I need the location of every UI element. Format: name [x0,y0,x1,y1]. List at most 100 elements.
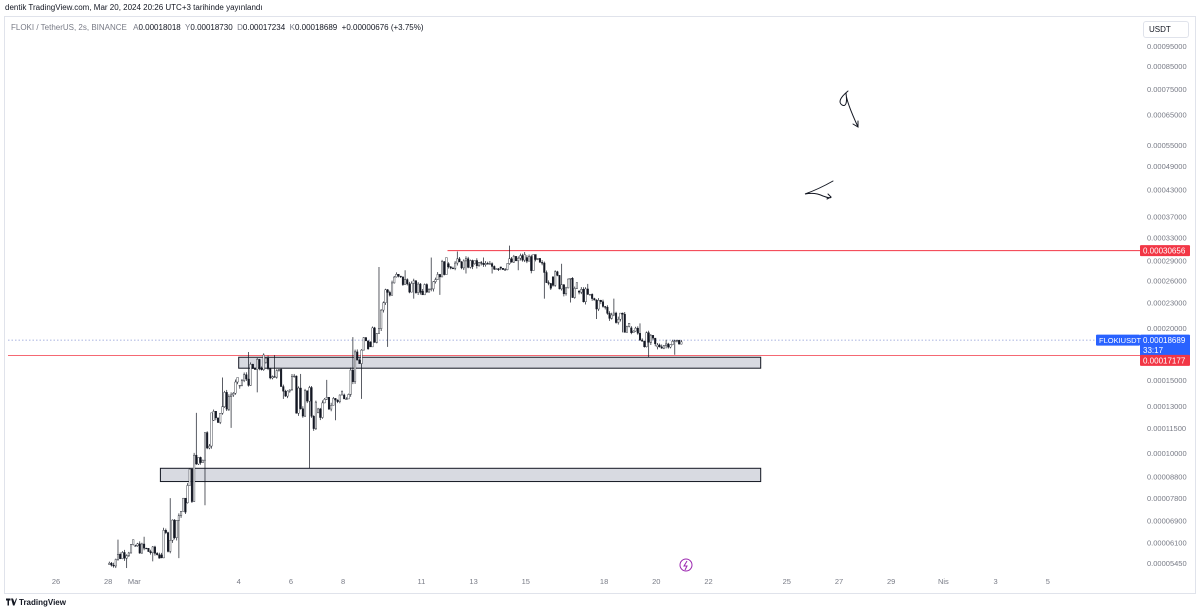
candle-body [195,454,198,465]
candle-body [617,318,620,323]
candle-body [554,271,557,286]
candle-body [541,262,544,264]
candle-body [421,290,424,296]
candle-body [284,391,287,397]
candle-body [543,262,546,273]
candle-body [580,289,583,293]
candle-body [599,299,602,302]
time-tick-label: 3 [994,577,998,586]
candle-body [116,554,119,560]
candle-body [173,519,176,538]
legend-symbol[interactable]: FLOKI / TetherUS, 2s, BINANCE [11,23,127,32]
legend-change: +0.00000676 (+3.75%) [341,23,424,32]
time-tick-label: 27 [835,577,843,586]
candle-body [219,413,222,423]
candle-body [508,258,511,264]
price-tick-label: 0.00005450 [1147,559,1187,568]
tradingview-logo-icon [6,598,17,606]
candle-body [662,345,665,349]
candle-body [665,343,668,346]
candle-body [414,280,417,293]
candle-body [478,262,481,266]
legend-open-label: A [133,23,139,32]
candle-body [515,256,518,262]
support-price-label-text: 0.00017177 [1143,356,1186,365]
candle-body [201,459,204,463]
candle-body [149,551,152,554]
candle-body [258,359,261,369]
time-tick-label: 26 [52,577,60,586]
candle-body [647,332,650,343]
candle-body [536,258,539,260]
candle-body [447,263,450,268]
chart-frame[interactable] [4,16,1196,594]
candle-body [434,279,437,282]
candle-body [643,341,646,348]
candle-body [406,279,409,285]
candle-body [186,485,189,504]
candle-body [493,266,496,270]
time-tick-label: 11 [418,577,426,586]
candle-body [184,497,187,513]
lightning-event-icon [679,558,693,572]
candle-body [428,289,431,293]
time-tick-label: 22 [704,577,712,586]
candle-body [223,392,226,407]
candle-body [419,283,422,293]
candle-body [388,292,391,296]
candle-body [360,349,363,364]
candle-body [562,284,565,295]
candle-body [273,376,276,378]
candle-body [591,294,594,299]
tradingview-brand[interactable]: TradingView [6,598,66,607]
candle-body [323,399,326,404]
candle-body [412,280,415,284]
price-tick-label: 0.00007800 [1147,494,1187,503]
price-tick-label: 0.00020000 [1147,324,1187,333]
candle-body [338,394,341,402]
legend-low-label: D [237,23,243,32]
candle-body [308,387,311,402]
candle-body [377,328,380,334]
candle-body [325,397,328,400]
candle-body [565,287,568,295]
candle-body [636,327,639,334]
candle-body [345,398,348,400]
candle-body [671,340,674,345]
brand-name: TradingView [19,598,66,607]
candle-body [669,344,672,348]
candle-body [177,515,180,521]
candle-body [180,511,183,516]
support-price-label-bg [1140,354,1190,366]
candle-body [269,368,272,379]
candle-body [630,327,633,333]
candle-body [530,256,533,271]
candle-body [488,263,491,265]
candle-body [332,398,335,406]
candle-body [395,274,398,278]
candle-body [551,276,554,286]
candle-body [299,387,302,409]
candle-body [125,555,128,559]
candle-body [441,261,444,278]
candle-body [240,380,243,386]
candle-body [386,289,389,293]
candle-body [301,408,304,417]
candle-body [510,258,513,263]
candle-body [132,539,135,545]
candle-body [430,288,433,290]
hand-drawn-arrow-down-icon [839,90,859,128]
support-zone [238,356,762,369]
candle-body [167,532,170,552]
candle-body [393,276,396,284]
candle-body [306,390,309,402]
candle-body [680,341,683,345]
legend-close-label: K [289,23,295,32]
time-tick-label: 29 [887,577,895,586]
candle-body [658,344,661,348]
symbol-label-bg [1096,334,1140,346]
time-tick-label: 4 [237,577,241,586]
candle-body [645,332,648,348]
currency-button[interactable]: USDT [1143,21,1189,38]
